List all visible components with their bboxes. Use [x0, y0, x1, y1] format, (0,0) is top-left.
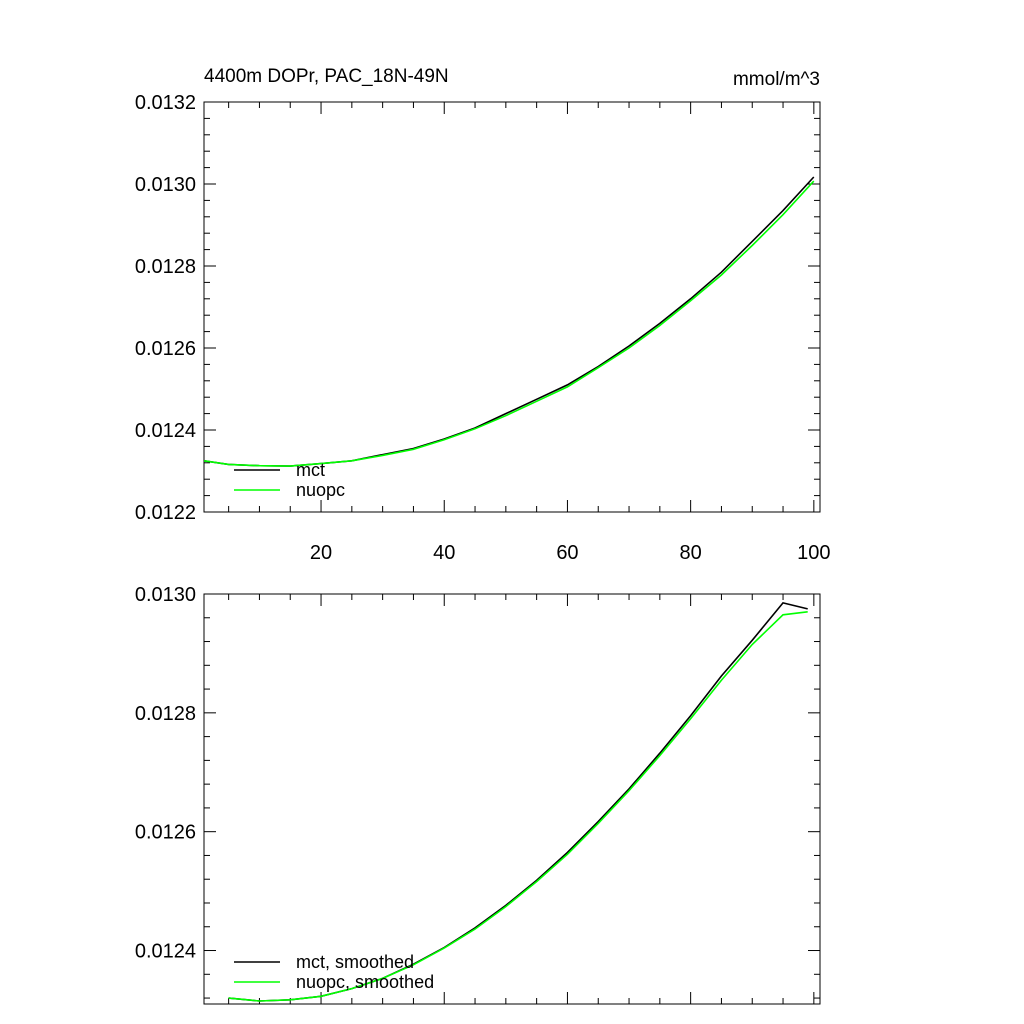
series-line-nuopc [203, 180, 815, 467]
series-line-nuopc [228, 611, 808, 1002]
y-tick-label: 0.0128 [135, 703, 196, 725]
top-panel: 4400m DOPr, PAC_18N-49N mmol/m^3 20 40 60 8… [135, 66, 831, 564]
y-tick-label: 0.0128 [135, 256, 196, 278]
plot-frame [203, 593, 821, 1005]
legend-label: nuopc, smoothed [296, 972, 434, 992]
series-line-mct [203, 176, 815, 467]
x-tick-label: 100 [797, 542, 830, 564]
legend-label: mct [296, 460, 325, 480]
y-tick-label: 0.0126 [135, 822, 196, 844]
x-tick-label: 80 [680, 542, 702, 564]
y-tick-label: 0.0132 [135, 92, 196, 114]
y-tick-label: 0.0124 [135, 941, 196, 963]
legend-label: mct, smoothed [296, 952, 414, 972]
y-tick-label: 0.0130 [135, 584, 196, 606]
y-tick-label: 0.0130 [135, 174, 196, 196]
x-tick-label: 60 [556, 542, 578, 564]
y-tick-label: 0.0126 [135, 338, 196, 360]
bottom-panel: 0.0124 0.0126 0.0128 0.0130 mct, smoothednuo… [135, 584, 821, 1005]
y-tick-label: 0.0124 [135, 420, 196, 442]
y-tick-label: 0.0122 [135, 502, 196, 524]
plot-frame [203, 101, 821, 513]
legend-label: nuopc [296, 480, 345, 500]
chart-title: 4400m DOPr, PAC_18N-49N [204, 66, 449, 87]
x-tick-label: 40 [433, 542, 455, 564]
x-tick-label: 20 [310, 542, 332, 564]
units-label: mmol/m^3 [733, 69, 820, 90]
series-line-mct [228, 602, 808, 1002]
